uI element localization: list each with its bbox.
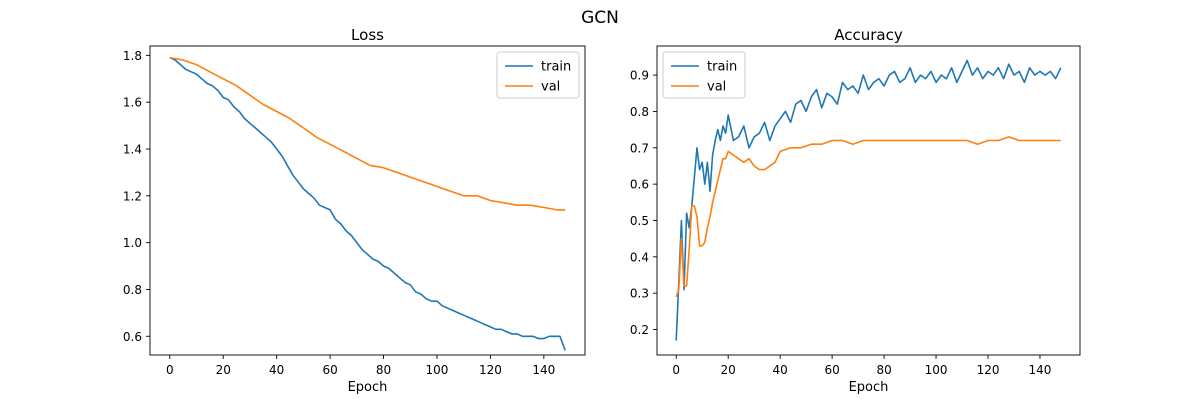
loss-ytick-label: 1.0 bbox=[123, 236, 142, 250]
accuracy-ytick-label: 0.8 bbox=[630, 105, 649, 119]
loss-legend-label-train: train bbox=[541, 60, 571, 75]
accuracy-xtick-label: 80 bbox=[876, 363, 891, 377]
accuracy-xtick-label: 20 bbox=[721, 363, 736, 377]
accuracy-ytick-label: 0.4 bbox=[630, 250, 649, 264]
accuracy-ytick-label: 0.2 bbox=[630, 323, 649, 337]
loss-xtick-label: 80 bbox=[376, 363, 391, 377]
loss-ytick-label: 0.6 bbox=[123, 330, 142, 344]
accuracy-title: Accuracy bbox=[834, 26, 903, 44]
loss-ytick-label: 1.8 bbox=[123, 49, 142, 63]
loss-xtick-label: 140 bbox=[532, 363, 555, 377]
accuracy-ytick-label: 0.9 bbox=[630, 69, 649, 83]
accuracy-panel: Accuracy 0 20 40 60 80 100 120 140 0.2 0.3 0.4 0.5 0.… bbox=[630, 26, 1081, 395]
accuracy-legend-label-val: val bbox=[707, 80, 726, 95]
loss-xtick-label: 100 bbox=[426, 363, 449, 377]
accuracy-xtick-label: 140 bbox=[1029, 363, 1052, 377]
loss-legend-label-val: val bbox=[541, 80, 560, 95]
loss-legend: train val bbox=[496, 51, 580, 99]
loss-ytick-label: 1.4 bbox=[123, 143, 142, 157]
accuracy-xtick-label: 120 bbox=[977, 363, 1000, 377]
accuracy-ytick-label: 0.5 bbox=[630, 214, 649, 228]
accuracy-axes-frame bbox=[656, 45, 1081, 356]
loss-train-line bbox=[169, 56, 566, 351]
accuracy-xtick-label: 0 bbox=[672, 363, 680, 377]
loss-title: Loss bbox=[351, 26, 384, 44]
accuracy-xtick-label: 60 bbox=[824, 363, 839, 377]
loss-ytick-label: 0.8 bbox=[123, 283, 142, 297]
accuracy-ytick-label: 0.6 bbox=[630, 178, 649, 192]
loss-xtick-label: 40 bbox=[269, 363, 284, 377]
loss-xtick-label: 120 bbox=[479, 363, 502, 377]
loss-xlabel: Epoch bbox=[348, 380, 388, 395]
loss-axes-frame bbox=[149, 45, 586, 356]
loss-val-line bbox=[169, 56, 566, 211]
figure-suptitle: GCN bbox=[581, 8, 619, 28]
loss-xtick-label: 0 bbox=[166, 363, 174, 377]
accuracy-legend: train val bbox=[662, 51, 746, 99]
accuracy-val-line bbox=[675, 136, 1061, 298]
accuracy-ytick-label: 0.7 bbox=[630, 141, 649, 155]
accuracy-xtick-label: 40 bbox=[773, 363, 788, 377]
accuracy-ytick-label: 0.3 bbox=[630, 287, 649, 301]
loss-panel: Loss 0 20 40 60 80 100 120 140 0.6 0.8 1.0 1.2 1.4 1.6… bbox=[123, 26, 586, 395]
accuracy-xlabel: Epoch bbox=[849, 380, 889, 395]
loss-xtick-label: 20 bbox=[216, 363, 231, 377]
loss-ytick-label: 1.6 bbox=[123, 96, 142, 110]
accuracy-train-line bbox=[675, 59, 1062, 341]
accuracy-legend-label-train: train bbox=[707, 60, 737, 75]
loss-xtick-label: 60 bbox=[322, 363, 337, 377]
accuracy-xtick-label: 100 bbox=[925, 363, 948, 377]
loss-ytick-label: 1.2 bbox=[123, 189, 142, 203]
